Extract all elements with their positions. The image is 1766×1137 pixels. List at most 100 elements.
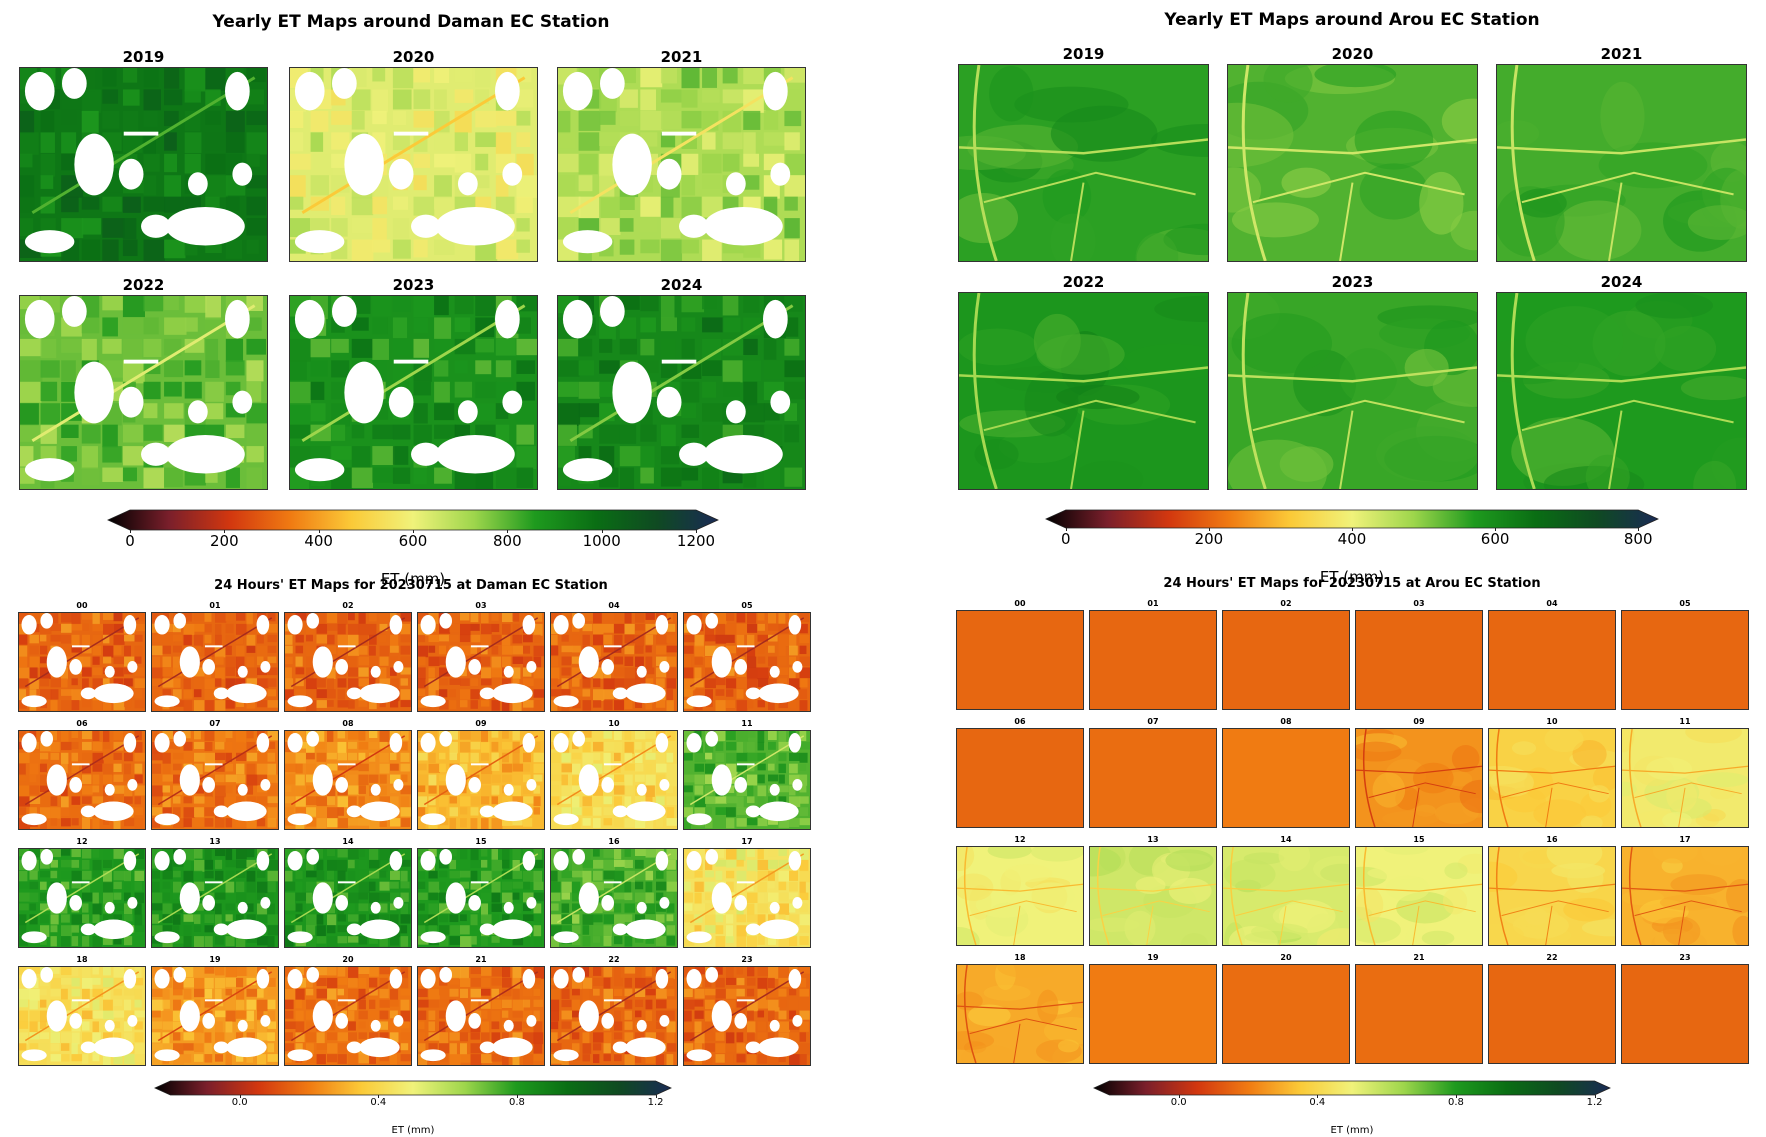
daman-hourly-map (151, 730, 279, 830)
daman-hourly-title: 24 Hours' ET Maps for 20230715 at Daman … (214, 578, 608, 593)
daman_yearly-colorbar-tick: 200 (210, 532, 239, 550)
daman_yearly-colorbar-tick: 1200 (676, 532, 716, 550)
arou-hourly-map (1355, 610, 1483, 710)
daman-hourly-map (284, 612, 412, 712)
arou-hourly-map (1355, 846, 1483, 946)
daman-hour-label: 10 (608, 719, 620, 728)
daman-hourly-map (18, 848, 146, 948)
daman-hourly-map (18, 612, 146, 712)
daman-hour-label: 01 (209, 601, 221, 610)
daman-hourly-map (18, 730, 146, 830)
daman-hourly-map (417, 612, 545, 712)
daman_hourly-colorbar-tick: 1.2 (647, 1097, 664, 1108)
arou-hour-label: 14 (1280, 835, 1292, 844)
arou-yearly-map (1496, 64, 1747, 262)
arou_hourly-colorbar (1093, 1080, 1611, 1096)
daman-hourly-map (284, 848, 412, 948)
daman_yearly-colorbar-tick: 400 (304, 532, 333, 550)
daman_yearly-colorbar-tick-mark (601, 530, 603, 533)
daman-hour-label: 14 (342, 837, 354, 846)
daman_yearly-colorbar-tick: 1000 (582, 532, 621, 550)
daman-hourly-map (284, 730, 412, 830)
arou-hour-label: 01 (1147, 599, 1159, 608)
daman-year-label: 2024 (660, 276, 703, 294)
daman_hourly-colorbar-tick-mark (378, 1095, 380, 1098)
daman_yearly-colorbar-tick: 0 (125, 532, 135, 550)
daman-hour-label: 08 (342, 719, 354, 728)
arou-hour-label: 07 (1147, 717, 1159, 726)
arou-hour-label: 22 (1546, 953, 1558, 962)
arou-hour-label: 00 (1014, 599, 1026, 608)
arou-hour-label: 08 (1280, 717, 1292, 726)
arou-hourly-map (1222, 728, 1350, 828)
arou-hourly-map (1621, 846, 1749, 946)
arou-hourly-map (1089, 728, 1217, 828)
daman-hour-label: 09 (475, 719, 487, 728)
daman-hourly-map (550, 848, 678, 948)
daman-hourly-map (683, 612, 811, 712)
daman-hour-label: 11 (741, 719, 753, 728)
daman-hour-label: 04 (608, 601, 620, 610)
daman-hour-label: 21 (475, 955, 487, 964)
daman-yearly-map (557, 67, 806, 262)
daman_yearly-colorbar-tick-mark (507, 530, 509, 533)
daman_hourly-colorbar-gradient (154, 1080, 672, 1096)
arou-hourly-map (1089, 846, 1217, 946)
daman_yearly-colorbar-tick: 800 (493, 532, 522, 550)
daman-hourly-map (151, 848, 279, 948)
arou-hourly-map (1222, 610, 1350, 710)
arou_hourly-colorbar-tick: 0.4 (1309, 1097, 1326, 1108)
arou_yearly-colorbar-tick-mark (1638, 528, 1640, 531)
arou-yearly-title: Yearly ET Maps around Arou EC Station (1164, 10, 1540, 30)
arou-year-label: 2022 (1062, 273, 1105, 291)
daman-hour-label: 07 (209, 719, 221, 728)
daman-hourly-map (151, 966, 279, 1066)
arou-hour-label: 19 (1147, 953, 1159, 962)
arou-hour-label: 11 (1679, 717, 1691, 726)
daman_hourly-colorbar-tick-mark (516, 1095, 518, 1098)
arou-hour-label: 12 (1014, 835, 1026, 844)
daman-hour-label: 13 (209, 837, 221, 846)
daman-hour-label: 20 (342, 955, 354, 964)
daman-hourly-map (417, 848, 545, 948)
daman-yearly-map (19, 67, 268, 262)
daman-hour-label: 06 (76, 719, 88, 728)
daman-yearly-map (289, 67, 538, 262)
arou-yearly-map (1496, 292, 1747, 490)
daman_hourly-colorbar (154, 1080, 672, 1096)
arou-hourly-map (956, 846, 1084, 946)
arou_yearly-colorbar-tick: 800 (1623, 530, 1653, 548)
arou-hourly-map (1621, 964, 1749, 1064)
arou-yearly-map (1227, 64, 1478, 262)
daman-hourly-map (284, 966, 412, 1066)
arou-hour-label: 03 (1413, 599, 1425, 608)
arou_hourly-colorbar-tick-mark (1178, 1095, 1180, 1098)
daman-year-label: 2021 (660, 48, 703, 66)
arou-hour-label: 06 (1014, 717, 1026, 726)
arou-hour-label: 09 (1413, 717, 1425, 726)
arou_hourly-colorbar-tick: 1.2 (1586, 1097, 1603, 1108)
arou-hourly-map (1355, 964, 1483, 1064)
arou-hourly-map (1355, 728, 1483, 828)
arou_hourly-colorbar-gradient (1093, 1080, 1611, 1096)
daman-hourly-map (683, 966, 811, 1066)
arou_yearly-colorbar-tick: 600 (1480, 530, 1510, 548)
daman-hourly-map (417, 966, 545, 1066)
arou_hourly-colorbar-tick-mark (1317, 1095, 1319, 1098)
daman-hour-label: 18 (76, 955, 88, 964)
daman-yearly-map (557, 295, 806, 490)
daman_hourly-colorbar-tick: 0.0 (231, 1097, 248, 1108)
arou_hourly-colorbar-tick: 0.0 (1170, 1097, 1187, 1108)
daman-hour-label: 16 (608, 837, 620, 846)
daman-hourly-map (683, 730, 811, 830)
arou-hour-label: 17 (1679, 835, 1691, 844)
daman-year-label: 2020 (392, 48, 435, 66)
daman-year-label: 2023 (392, 276, 435, 294)
arou-hour-label: 02 (1280, 599, 1292, 608)
arou_yearly-colorbar-gradient (1045, 509, 1659, 529)
arou-hourly-map (1222, 846, 1350, 946)
daman-hour-label: 23 (741, 955, 753, 964)
daman-hour-label: 19 (209, 955, 221, 964)
arou_yearly-colorbar-tick-mark (1352, 528, 1353, 531)
